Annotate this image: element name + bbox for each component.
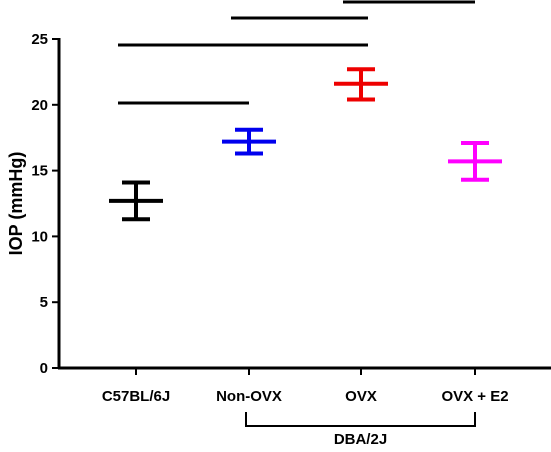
y-tick-label: 20 [31,97,48,114]
y-tick-label: 5 [40,294,48,311]
x-tick-label: Non-OVX [216,388,282,405]
x-tick-label: C57BL/6J [102,388,170,405]
y-axis-title: IOP (mmHg) [6,152,26,256]
y-tick-label: 25 [31,31,48,48]
x-tick-label: OVX [345,388,377,405]
y-tick-label: 15 [31,163,48,180]
x-tick-label: OVX + E2 [441,388,508,405]
group-label: DBA/2J [334,431,387,448]
y-tick-label: 10 [31,228,48,245]
y-tick-label: 0 [40,360,48,377]
